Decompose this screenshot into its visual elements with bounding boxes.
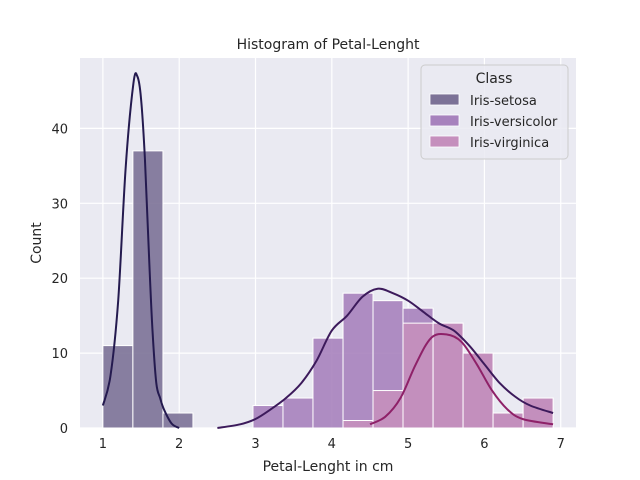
y-axis-label: Count (29, 222, 45, 264)
legend: Class Iris-setosa Iris-versicolor Iris-vir… (420, 64, 569, 160)
histogram-bar (282, 397, 314, 429)
legend-swatch (429, 93, 460, 106)
kde-line (217, 287, 554, 429)
x-tick-label: 6 (480, 437, 488, 452)
kde-lines (101, 72, 554, 429)
legend-box (420, 64, 569, 160)
x-tick-label: 5 (404, 437, 412, 452)
histogram-bar (312, 337, 344, 429)
y-tick-labels: 0 10 20 30 40 (51, 122, 68, 437)
y-tick-label: 0 (60, 422, 68, 437)
kde-line (369, 332, 554, 426)
x-tick-label: 3 (251, 437, 259, 452)
legend-swatch (429, 114, 460, 127)
histogram-bar (252, 405, 284, 429)
legend-items: Iris-setosa Iris-versicolor Iris-virginica (429, 93, 558, 151)
y-tick-label: 10 (51, 347, 68, 362)
histogram-bar (132, 150, 164, 429)
chart-title: Histogram of Petal-Lenght (237, 37, 420, 53)
y-tick-label: 20 (51, 272, 68, 287)
legend-label: Iris-virginica (470, 136, 549, 151)
x-axis-label: Petal-Lenght in cm (263, 459, 394, 475)
histogram-bar (402, 322, 434, 429)
y-tick-label: 30 (51, 197, 68, 212)
histogram-bar (372, 390, 404, 429)
legend-title: Class (476, 71, 513, 87)
x-tick-label: 1 (99, 437, 107, 452)
legend-swatch (429, 135, 460, 148)
y-tick-label: 40 (51, 122, 68, 137)
x-tick-labels: 1 2 3 4 5 6 7 (99, 437, 565, 452)
histogram-bar (342, 292, 374, 429)
histogram-bar (342, 420, 374, 429)
legend-label: Iris-versicolor (470, 115, 558, 130)
histogram-bar (492, 412, 524, 429)
legend-label: Iris-setosa (470, 94, 537, 109)
x-tick-label: 7 (557, 437, 565, 452)
x-tick-label: 2 (175, 437, 183, 452)
histogram-bar (462, 352, 494, 429)
kde-line (101, 72, 180, 429)
histogram-bar (432, 322, 464, 429)
bars (102, 150, 554, 429)
x-tick-label: 4 (328, 437, 336, 452)
